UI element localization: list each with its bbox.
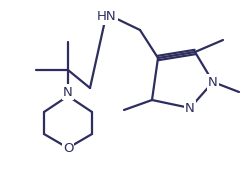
Text: N: N [208,76,218,89]
Text: N: N [185,102,195,115]
Text: O: O [63,141,73,155]
Text: HN: HN [97,10,117,23]
Text: N: N [63,86,73,98]
